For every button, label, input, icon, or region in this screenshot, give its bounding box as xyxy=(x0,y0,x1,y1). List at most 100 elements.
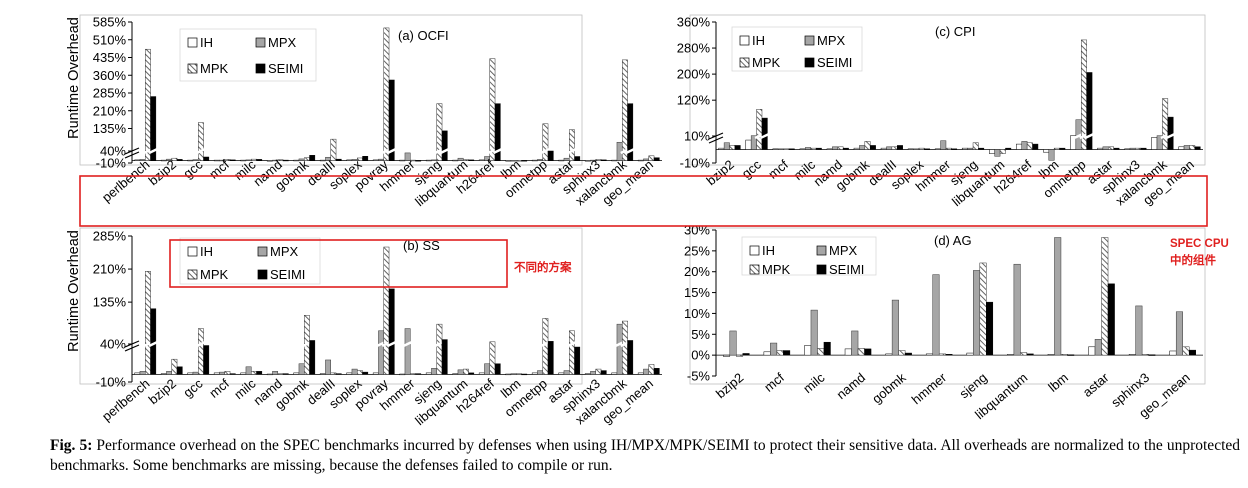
bar-mpx xyxy=(891,299,899,356)
bar-ih xyxy=(187,372,194,375)
axis-break-mark xyxy=(708,132,724,140)
bar-seimi xyxy=(203,156,210,161)
bar-seimi xyxy=(783,350,791,356)
bar-mpx xyxy=(777,148,784,150)
bar-ih xyxy=(718,147,725,150)
bar-seimi xyxy=(742,353,750,356)
bar-mpk xyxy=(357,157,363,161)
bar-seimi xyxy=(150,96,157,161)
y-tick-label: -10% xyxy=(96,156,127,171)
bar-mpx xyxy=(1094,339,1102,356)
bar-mpx xyxy=(810,309,818,356)
bar-mpx xyxy=(1054,237,1062,356)
bar-seimi xyxy=(282,373,289,375)
bar-mpk xyxy=(145,48,151,161)
bar-mpk xyxy=(198,122,204,161)
bar-mpk xyxy=(776,350,784,356)
legend-swatch-mpk xyxy=(749,264,760,275)
bar-ih xyxy=(372,372,379,375)
y-tick-label: 15% xyxy=(684,285,710,300)
bar-seimi xyxy=(1148,354,1156,356)
bar-mpx xyxy=(537,370,544,375)
bar-seimi xyxy=(547,150,554,161)
bar-mpk xyxy=(436,323,443,375)
bar-mpk xyxy=(1108,146,1114,150)
bar-ih xyxy=(961,147,968,150)
bar-seimi xyxy=(627,340,634,375)
bar-ih xyxy=(160,373,167,375)
chart-frame xyxy=(689,14,1206,166)
bar-break-mark xyxy=(196,340,206,348)
legend-label-ih: IH xyxy=(762,243,775,258)
bar-ih xyxy=(134,372,141,375)
x-tick-label: mcf xyxy=(206,376,232,401)
legend-label-seimi: SEIMI xyxy=(270,267,305,282)
bar-mpk xyxy=(729,145,736,150)
legend-box xyxy=(179,237,321,285)
x-tick-label: sjeng xyxy=(956,370,989,401)
bar-ih xyxy=(213,372,220,375)
legend-label-ih: IH xyxy=(752,33,765,48)
bar-seimi xyxy=(494,363,501,375)
bar-mpx xyxy=(139,371,146,375)
bar-seimi xyxy=(176,159,183,161)
bar-seimi xyxy=(309,155,316,161)
bar-ih xyxy=(1124,148,1131,150)
bar-seimi xyxy=(574,156,581,161)
bar-mpk xyxy=(1081,39,1087,150)
bar-seimi xyxy=(924,148,930,150)
bar-mpk xyxy=(383,27,390,161)
legend-swatch-mpk xyxy=(739,57,750,68)
bar-mpx xyxy=(859,145,866,150)
bar-ih xyxy=(804,345,812,356)
bar-mpk xyxy=(542,318,549,375)
x-tick-label: lbm xyxy=(1045,370,1071,395)
bar-break-mark xyxy=(567,340,577,348)
legend-label-mpk: MPK xyxy=(752,55,781,70)
bar-seimi xyxy=(256,159,263,161)
bar-mpk xyxy=(972,142,979,150)
legend-label-mpx: MPX xyxy=(268,35,297,50)
y-tick-label: 360% xyxy=(677,15,711,30)
y-tick-label: 40% xyxy=(100,144,126,159)
bar-mpx xyxy=(770,342,778,356)
bar-seimi xyxy=(415,160,422,162)
bar-mpx xyxy=(431,368,438,375)
bar-mpx xyxy=(1013,263,1021,356)
bar-ih xyxy=(611,372,618,375)
bar-seimi xyxy=(823,341,831,356)
legend-swatch-mpk xyxy=(187,269,198,280)
highlight-box-xlabels xyxy=(79,175,1208,227)
y-tick-label: 285% xyxy=(93,86,127,101)
y-tick-label: -5% xyxy=(687,369,711,384)
bar-mpk xyxy=(410,373,416,375)
legend-swatch-seimi xyxy=(255,63,266,74)
y-tick-label: 10% xyxy=(684,306,710,321)
axis-break-mark xyxy=(124,344,140,352)
bar-mpx xyxy=(510,373,517,375)
bar-ih xyxy=(425,372,432,375)
x-tick-label: astar xyxy=(1080,369,1112,399)
bar-seimi xyxy=(388,288,395,375)
bar-mpx xyxy=(219,371,225,375)
bar-mpx xyxy=(1175,311,1183,356)
x-tick-label: gcc xyxy=(180,375,206,400)
bar-ih xyxy=(346,372,353,375)
bar-mpx xyxy=(832,146,838,150)
bar-ih xyxy=(240,372,247,375)
bar-mpk xyxy=(783,148,790,150)
axis-break-mark xyxy=(124,147,140,155)
bar-break-mark xyxy=(493,147,503,155)
legend-label-mpx: MPX xyxy=(817,33,846,48)
bar-mpk xyxy=(542,123,549,161)
y-tick-label: 210% xyxy=(93,262,127,277)
bar-mpk xyxy=(1135,147,1142,150)
bar-seimi xyxy=(468,372,475,375)
bar-mpk xyxy=(891,146,898,150)
bar-seimi xyxy=(653,368,660,375)
chart-frame xyxy=(689,227,1206,385)
legend-label-seimi: SEIMI xyxy=(829,262,864,277)
chart-frame xyxy=(79,227,583,385)
legend-label-ih: IH xyxy=(200,244,213,259)
